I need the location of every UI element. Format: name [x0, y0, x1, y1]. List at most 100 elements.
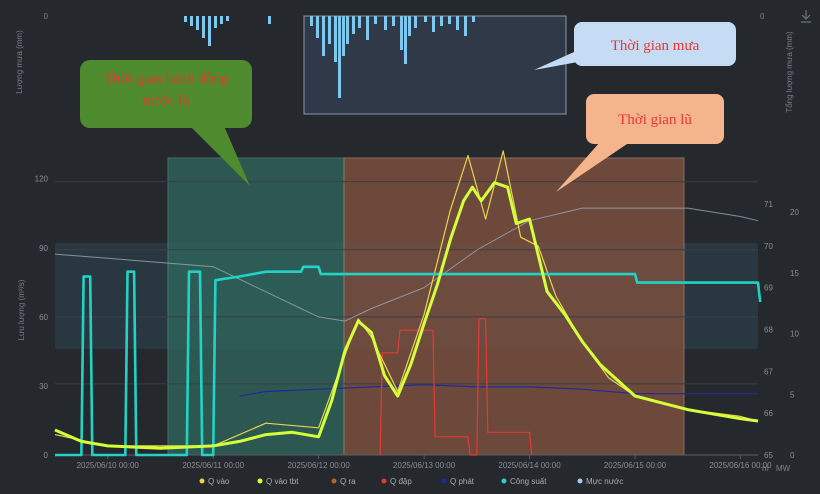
series-line-Q-vào-tbt — [54, 181, 759, 450]
flow-axis-ticks: 0 30 60 90 120 — [35, 175, 49, 460]
rain-bar — [404, 16, 407, 64]
x-tick-label: 2025/06/13 00:00 — [393, 461, 456, 470]
x-tick-label: 2025/06/16 00:00 — [709, 461, 772, 470]
rain-bar — [472, 16, 475, 22]
legend-marker — [501, 478, 507, 484]
flow-gridlines — [55, 181, 758, 385]
callout-rain-box — [574, 22, 736, 66]
unit-m-label: m — [762, 464, 769, 473]
legend-label[interactable]: Mực nước — [586, 477, 623, 486]
callout-flood-text: Thời gian lũ — [618, 112, 692, 128]
rain-bar — [456, 16, 459, 30]
legend-marker — [331, 478, 337, 484]
water-level-tick-label: 67 — [764, 367, 773, 376]
rain-bar — [334, 16, 337, 62]
flow-tick-label: 0 — [44, 451, 49, 460]
rain-bars — [184, 16, 475, 98]
legend-label[interactable]: Q đập — [390, 477, 412, 486]
power-tick-label: 10 — [790, 330, 799, 339]
legend-label[interactable]: Q vào tbt — [266, 477, 299, 486]
rain-bar — [268, 16, 271, 24]
water-level-tick-label: 69 — [764, 284, 773, 293]
legend-label[interactable]: Q ra — [340, 477, 356, 486]
callout-rain: Thời gian mưa — [534, 22, 736, 70]
power-tick-label: 5 — [790, 390, 795, 399]
rain-bar — [432, 16, 435, 32]
callout-action: Thời gian hành động trước lũ — [80, 60, 252, 186]
water-level-tick-label: 65 — [764, 451, 773, 460]
callout-action-pointer — [190, 126, 250, 186]
rain-bar — [214, 16, 217, 28]
flow-tick-label: 30 — [39, 382, 48, 391]
rain-bar — [424, 16, 427, 22]
flow-tick-label: 90 — [39, 244, 48, 253]
series-line-Q-phát — [239, 384, 758, 397]
callout-flood-pointer — [556, 142, 630, 192]
action-period-zone — [167, 157, 345, 456]
rain-panel: Lượng mưa (mm) Tổng lượng mưa (mm) 0 0 — [15, 10, 811, 115]
flow-axis-label: Lưu lượng (m³/s) — [17, 279, 26, 340]
rain-bar — [196, 16, 199, 30]
flow-tick-label: 60 — [39, 313, 48, 322]
x-tick-label: 2025/06/11 00:00 — [182, 461, 244, 470]
legend: Q vào Q vào tbt Q ra Q đập Q phát Công suất Mự… — [199, 477, 623, 486]
rain-axis-left-tick: 0 — [44, 12, 49, 21]
rain-bar — [352, 16, 355, 34]
water-level-tick-label: 71 — [764, 200, 773, 209]
rain-bar — [414, 16, 417, 28]
rain-axis-left-label: Lượng mưa (mm) — [15, 30, 24, 94]
rain-bar — [358, 16, 361, 28]
rain-axis-right-label: Tổng lượng mưa (mm) — [785, 31, 794, 113]
callout-flood-box — [586, 94, 724, 144]
flow-tick-label: 120 — [35, 175, 49, 184]
series-layer — [54, 150, 762, 457]
rain-bar — [392, 16, 395, 26]
rain-bar — [322, 16, 325, 56]
rain-bar — [316, 16, 319, 38]
rain-bar — [400, 16, 403, 50]
legend-marker — [199, 478, 205, 484]
legend-marker — [257, 478, 263, 484]
rain-bar — [384, 16, 387, 30]
legend-marker — [381, 478, 387, 484]
rain-bar — [408, 16, 411, 36]
callout-action-text: Thời gian hành động trước lũ — [103, 71, 229, 109]
legend-label[interactable]: Q vào — [208, 477, 230, 486]
legend-label[interactable]: Công suất — [510, 477, 547, 486]
rain-bar — [342, 16, 345, 56]
legend-marker — [441, 478, 447, 484]
water-level-tick-label: 66 — [764, 409, 773, 418]
rain-bar — [208, 16, 211, 46]
water-level-tick-label: 68 — [764, 325, 773, 334]
power-axis-ticks: 0 5 10 15 20 — [790, 208, 799, 460]
series-line-Công-suất — [55, 265, 762, 457]
rain-axis-right-tick: 0 — [760, 12, 765, 21]
rain-bar — [440, 16, 443, 26]
legend-label[interactable]: Q phát — [450, 477, 475, 486]
rain-bar — [448, 16, 451, 24]
rain-bar — [338, 16, 341, 98]
series-line-Q-đập — [379, 318, 533, 456]
rain-bar — [366, 16, 369, 40]
x-tick-label: 2025/06/12 00:00 — [287, 461, 350, 470]
x-axis-ticks: 2025/06/10 00:00 2025/06/11 00:00 2025/06/… — [77, 455, 772, 470]
rain-bar — [220, 16, 223, 24]
x-tick-label: 2025/06/14 00:00 — [498, 461, 561, 470]
rain-bar — [202, 16, 205, 38]
x-tick-label: 2025/06/15 00:00 — [604, 461, 667, 470]
rain-bar — [374, 16, 377, 24]
legend-marker — [577, 478, 583, 484]
series-line-Q-vào — [54, 150, 759, 447]
callout-action-box — [80, 60, 252, 128]
power-tick-label: 0 — [790, 451, 795, 460]
water-level-tick-label: 70 — [764, 242, 773, 251]
x-tick-label: 2025/06/10 00:00 — [77, 461, 140, 470]
rain-bar — [190, 16, 193, 26]
callout-flood: Thời gian lũ — [556, 94, 724, 192]
rain-bar — [346, 16, 349, 44]
callout-rain-text: Thời gian mưa — [611, 38, 700, 54]
download-icon[interactable] — [801, 10, 811, 23]
water-level-axis-ticks: 65 66 67 68 69 70 71 — [764, 200, 773, 460]
power-tick-label: 15 — [790, 269, 799, 278]
